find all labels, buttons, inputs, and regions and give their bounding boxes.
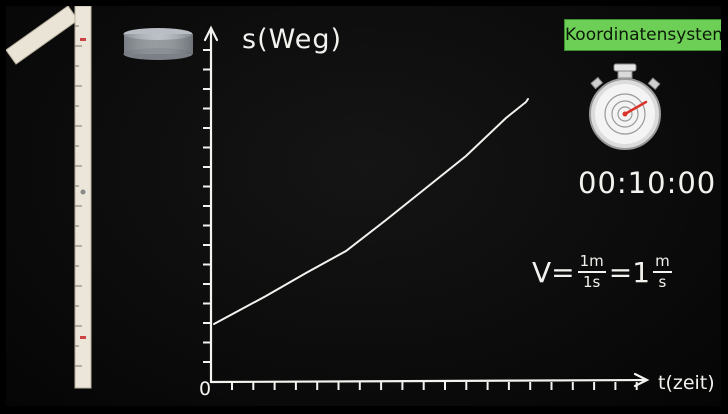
x-axis-label: t(zeit)	[658, 372, 715, 394]
stopwatch-icon	[589, 63, 661, 150]
axes	[203, 25, 650, 388]
fraction-two-denominator: s	[658, 273, 667, 291]
velocity-formula: V= 1m 1s =1 m s	[532, 242, 675, 302]
origin-label: 0	[199, 378, 212, 400]
folding-ruler-icon	[6, 6, 92, 389]
y-axis-ticks	[203, 49, 211, 363]
y-axis-arrow	[203, 25, 219, 42]
x-axis	[209, 378, 648, 384]
fraction-two: m s	[653, 253, 672, 291]
scene-graphics	[6, 6, 661, 390]
chalkboard: s(Weg) t(zeit) 0 Koordinatensystem 00:10…	[6, 6, 721, 406]
x-axis-arrow	[633, 372, 650, 388]
formula-equals-one: =1	[608, 255, 651, 289]
fraction-one-denominator: 1s	[583, 273, 601, 291]
fraction-one: 1m 1s	[577, 253, 606, 291]
topic-badge: Koordinatensystem	[564, 19, 721, 51]
fraction-two-numerator: m	[653, 253, 672, 273]
x-axis-ticks	[231, 382, 638, 390]
cylinder-icon	[123, 28, 193, 60]
distance-time-line	[213, 98, 529, 325]
y-axis-label: s(Weg)	[242, 24, 342, 55]
stopwatch-display: 00:10:00	[578, 166, 717, 200]
fraction-one-numerator: 1m	[577, 253, 606, 273]
formula-lhs: V=	[532, 255, 575, 289]
